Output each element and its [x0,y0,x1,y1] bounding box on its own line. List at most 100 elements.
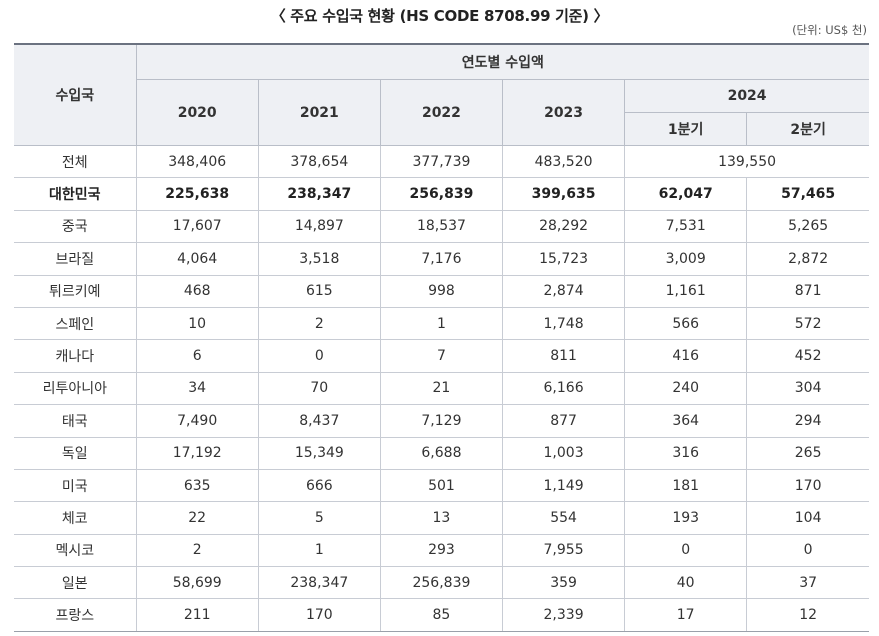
value-cell: 348,406 [135,145,259,179]
table-row: 체코 22 5 13 554 193 104 [14,501,869,535]
value-cell: 2,339 [501,598,626,632]
value-cell: 2 [257,307,381,341]
value-cell: 501 [379,469,504,503]
value-cell: 22 [135,501,259,535]
value-cell: 377,739 [379,145,504,179]
value-cell: 615 [257,275,381,308]
header-year-2022: 2022 [379,79,504,146]
value-cell: 4,064 [135,242,259,276]
value-cell: 10 [135,307,259,341]
value-cell: 8,437 [257,404,381,438]
value-cell: 468 [135,275,259,308]
country-cell: 태국 [14,404,137,438]
value-cell: 17,607 [135,210,259,244]
value-cell: 5 [257,501,381,535]
value-cell: 483,520 [501,145,626,179]
value-cell: 2,874 [501,275,626,308]
table-row: 미국 635 666 501 1,149 181 170 [14,469,869,503]
value-cell: 7,129 [379,404,504,438]
value-cell: 13 [379,501,504,535]
value-cell: 877 [501,404,626,438]
value-cell: 1,003 [501,437,626,470]
country-cell: 멕시코 [14,534,137,568]
value-cell: 170 [257,598,381,632]
value-cell-2024: 139,550 [624,145,869,179]
value-cell: 15,349 [257,437,381,470]
country-cell: 튀르키예 [14,275,137,308]
header-year-2020: 2020 [136,79,259,146]
value-cell: 256,839 [379,177,504,211]
value-cell: 238,347 [257,566,381,600]
value-cell: 359 [501,566,626,600]
table-row: 튀르키예 468 615 998 2,874 1,161 871 [14,275,869,308]
value-cell-q1: 7,531 [624,210,748,244]
value-cell: 1,748 [501,307,626,341]
value-cell-q2: 304 [746,372,869,406]
value-cell-q2: 12 [746,598,869,632]
value-cell: 6,688 [379,437,504,470]
value-cell: 293 [379,534,504,568]
value-cell-q2: 170 [746,469,869,503]
value-cell: 7,490 [135,404,259,438]
table-row: 프랑스 211 170 85 2,339 17 12 [14,598,869,632]
value-cell: 378,654 [257,145,381,179]
value-cell-q1: 1,161 [624,275,748,308]
country-cell: 중국 [14,210,137,244]
value-cell: 28,292 [501,210,626,244]
header-q2: 2분기 [746,112,869,146]
value-cell: 2 [135,534,259,568]
value-cell: 211 [135,598,259,632]
value-cell-q2: 572 [746,307,869,341]
country-cell: 리투아니아 [14,372,137,406]
value-cell-q2: 0 [746,534,869,568]
value-cell-q1: 17 [624,598,748,632]
country-cell: 일본 [14,566,137,600]
value-cell: 635 [135,469,259,503]
country-cell: 대한민국 [14,177,137,211]
table-row: 브라질 4,064 3,518 7,176 15,723 3,009 2,872 [14,242,869,276]
value-cell-q1: 316 [624,437,748,470]
value-cell-q1: 181 [624,469,748,503]
value-cell: 7,176 [379,242,504,276]
country-cell: 브라질 [14,242,137,276]
value-cell: 7 [379,339,504,373]
value-cell: 58,699 [135,566,259,600]
value-cell-q1: 3,009 [624,242,748,276]
header-year-2023: 2023 [501,79,626,146]
table-row: 리투아니아 34 70 21 6,166 240 304 [14,372,869,406]
table-row: 전체 348,406 378,654 377,739 483,520 139,550 [14,145,869,179]
value-cell-q2: 5,265 [746,210,869,244]
unit-label: (단위: US$ 천) [792,23,867,37]
header-year-2021: 2021 [257,79,381,146]
value-cell: 6 [135,339,259,373]
table-row: 일본 58,699 238,347 256,839 359 40 37 [14,566,869,600]
value-cell: 70 [257,372,381,406]
table-row: 중국 17,607 14,897 18,537 28,292 7,531 5,265 [14,210,869,244]
table-row: 멕시코 2 1 293 7,955 0 0 [14,534,869,568]
value-cell-q1: 240 [624,372,748,406]
value-cell: 6,166 [501,372,626,406]
table-row: 독일 17,192 15,349 6,688 1,003 316 265 [14,437,869,470]
header-group: 연도별 수입액 [135,43,869,80]
value-cell-q2: 104 [746,501,869,535]
value-cell-q1: 62,047 [624,177,748,211]
value-cell-q2: 871 [746,275,869,308]
value-cell: 14,897 [257,210,381,244]
country-cell: 체코 [14,501,137,535]
import-table: 수입국 연도별 수입액 2020 2021 2022 2023 2024 1분기… [14,43,869,632]
table-row: 태국 7,490 8,437 7,129 877 364 294 [14,404,869,438]
value-cell-q1: 193 [624,501,748,535]
value-cell-q2: 57,465 [746,177,869,211]
value-cell: 17,192 [135,437,259,470]
value-cell: 998 [379,275,504,308]
table-title: 〈 주요 수입국 현황 (HS CODE 8708.99 기준) 〉 [270,7,609,25]
value-cell-q2: 265 [746,437,869,470]
value-cell-q2: 294 [746,404,869,438]
value-cell-q2: 2,872 [746,242,869,276]
value-cell-q1: 40 [624,566,748,600]
value-cell: 666 [257,469,381,503]
value-cell: 15,723 [501,242,626,276]
country-cell: 캐나다 [14,339,137,373]
value-cell: 554 [501,501,626,535]
value-cell-q1: 566 [624,307,748,341]
